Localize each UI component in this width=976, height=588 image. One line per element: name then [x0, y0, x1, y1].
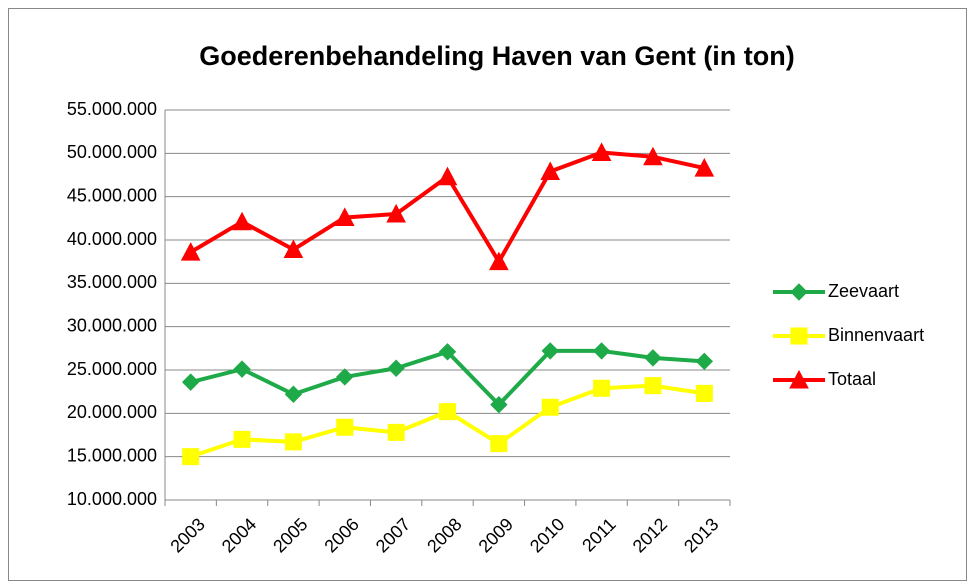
marker: [592, 342, 611, 360]
marker: [387, 423, 405, 441]
legend-label: Totaal: [828, 369, 876, 389]
marker: [490, 395, 508, 414]
marker: [695, 352, 714, 371]
marker: [386, 203, 406, 223]
marker: [489, 251, 509, 271]
marker: [490, 435, 508, 453]
marker: [232, 211, 252, 231]
marker: [591, 142, 612, 161]
marker: [284, 385, 303, 403]
y-tick-label: 25.000.000: [67, 359, 157, 379]
marker: [695, 384, 713, 402]
marker: [336, 418, 354, 436]
legend-label: Binnenvaart: [828, 325, 924, 345]
y-tick-label: 20.000.000: [67, 402, 157, 422]
marker: [789, 369, 809, 389]
marker: [790, 283, 808, 301]
chart-border: [8, 8, 967, 581]
marker: [180, 242, 201, 261]
marker: [643, 146, 663, 166]
marker: [439, 403, 456, 421]
y-tick-label: 10.000.000: [67, 489, 157, 509]
marker: [644, 349, 662, 367]
marker: [644, 377, 662, 395]
marker: [283, 239, 304, 259]
marker: [182, 448, 200, 466]
legend-label: Zeevaart: [828, 281, 899, 301]
y-tick-label: 45.000.000: [67, 185, 157, 205]
marker: [540, 161, 561, 181]
y-tick-label: 55.000.000: [67, 99, 157, 119]
marker: [233, 430, 251, 448]
marker: [541, 342, 559, 360]
marker: [336, 368, 354, 386]
marker: [694, 157, 715, 177]
marker: [790, 327, 808, 345]
y-tick-label: 35.000.000: [67, 272, 157, 292]
marker: [593, 379, 611, 397]
y-tick-label: 30.000.000: [67, 315, 157, 335]
marker: [284, 433, 302, 451]
y-tick-label: 40.000.000: [67, 229, 157, 249]
marker: [181, 373, 200, 391]
marker: [233, 360, 251, 378]
chart-title: Goederenbehandeling Haven van Gent (in t…: [199, 41, 795, 71]
y-tick-label: 50.000.000: [67, 142, 157, 162]
marker: [334, 207, 355, 226]
marker: [438, 343, 457, 361]
marker: [437, 166, 458, 186]
marker: [541, 398, 559, 416]
marker: [387, 359, 405, 377]
y-tick-label: 15.000.000: [67, 445, 157, 465]
